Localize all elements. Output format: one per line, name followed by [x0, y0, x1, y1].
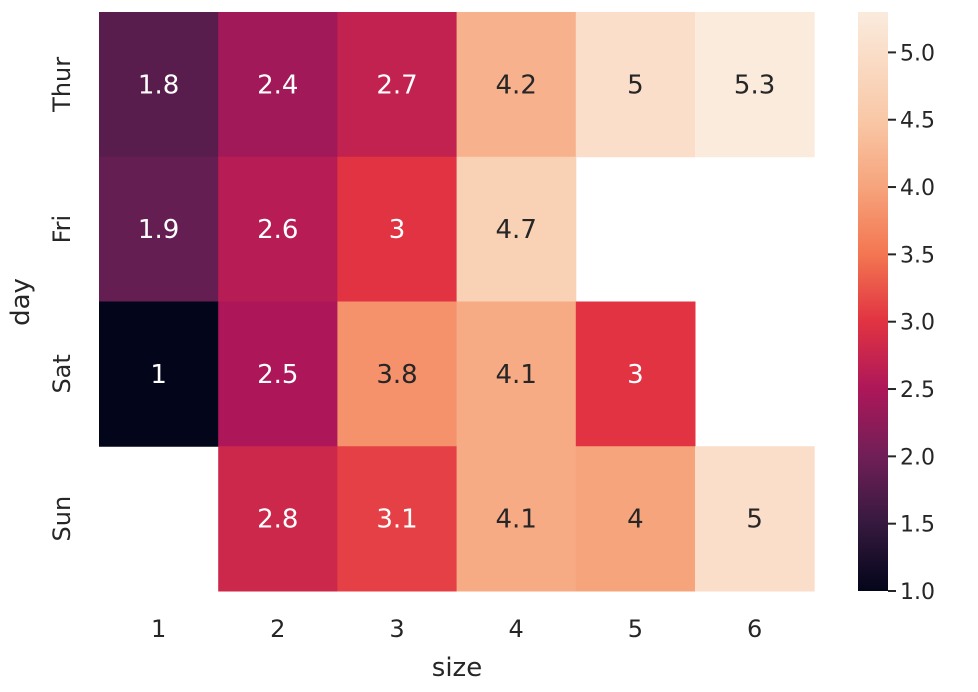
- heatmap-cell: [575, 12, 696, 158]
- heatmap-cell: [218, 446, 338, 592]
- cell-value-label: 4.7: [496, 215, 537, 245]
- heatmap-cell: [337, 12, 458, 158]
- heatmap-cell: [456, 446, 577, 592]
- cell-value-label: 2.8: [257, 505, 298, 535]
- y-tick-label: Fri: [48, 215, 76, 244]
- cell-value-label: 5.3: [734, 70, 775, 100]
- heatmap-cell: [218, 12, 338, 158]
- x-tick-label: 2: [270, 615, 285, 643]
- x-tick-label: 4: [509, 615, 524, 643]
- heatmap-cell: [695, 12, 815, 158]
- cell-value-label: 4.2: [496, 70, 537, 100]
- heatmap-cell: [456, 12, 577, 158]
- colorbar-gradient: [858, 12, 888, 591]
- cell-value-label: 5: [746, 505, 763, 535]
- colorbar-tick-label: 1.0: [900, 580, 935, 605]
- cell-value-label: 3.1: [376, 505, 417, 535]
- y-axis-label: day: [6, 278, 36, 326]
- cell-value-label: 4.1: [496, 360, 537, 390]
- cell-value-label: 1.9: [138, 215, 179, 245]
- cell-value-label: 3.8: [376, 360, 417, 390]
- heatmap-cell: [99, 301, 219, 447]
- heatmap-cell: [456, 301, 577, 447]
- x-axis-ticks: 1 2 3 4 5 6: [151, 615, 762, 643]
- colorbar-tick-label: 5.0: [900, 41, 935, 66]
- y-axis-ticks: Thur Fri Sat Sun: [48, 57, 76, 542]
- cell-value-label: 2.7: [376, 70, 417, 100]
- cell-value-label: 1: [150, 360, 167, 390]
- heatmap-cell: [456, 156, 577, 302]
- heatmap-cell: [337, 301, 458, 447]
- cell-value-label: 4: [627, 505, 644, 535]
- colorbar-tick-label: 4.5: [900, 109, 935, 134]
- cell-value-label: 1.8: [138, 70, 179, 100]
- heatmap-cell: [695, 446, 815, 592]
- x-tick-label: 1: [151, 615, 166, 643]
- heatmap-cell: [218, 156, 338, 302]
- x-axis-label: size: [432, 653, 482, 683]
- heatmap-cells: [99, 12, 815, 592]
- cell-value-label: 3: [627, 360, 644, 390]
- heatmap-cell: [99, 156, 219, 302]
- y-tick-label: Sun: [48, 496, 76, 542]
- x-tick-label: 3: [389, 615, 404, 643]
- colorbar-tick-label: 2.5: [900, 378, 935, 403]
- cell-value-label: 2.6: [257, 215, 298, 245]
- cell-value-label: 2.5: [257, 360, 298, 390]
- colorbar-tick-label: 2.0: [900, 445, 935, 470]
- heatmap-cell: [218, 301, 338, 447]
- colorbar-tick-label: 4.0: [900, 176, 935, 201]
- cell-value-label: 4.1: [496, 505, 537, 535]
- heatmap-cell: [337, 446, 458, 592]
- heatmap-cell-labels: 1.8 2.4 2.7 4.2 5 5.3 1.9 2.6 3 4.7 1 2.5 3.8 4.1 3 2.8…: [138, 70, 775, 534]
- colorbar-tick-label: 1.5: [900, 513, 935, 538]
- cell-value-label: 3: [389, 215, 406, 245]
- heatmap-cell: [99, 12, 219, 158]
- colorbar-tick-label: 3.0: [900, 311, 935, 336]
- x-tick-label: 5: [628, 615, 643, 643]
- heatmap-cell: [575, 301, 696, 447]
- cell-value-label: 2.4: [257, 70, 298, 100]
- colorbar: [858, 12, 888, 591]
- x-tick-label: 6: [747, 615, 762, 643]
- colorbar-tick-label: 3.5: [900, 243, 935, 268]
- heatmap-cell: [575, 446, 696, 592]
- y-tick-label: Sat: [48, 354, 76, 393]
- colorbar-ticks: 1.0 1.5 2.0 2.5 3.0 3.5 4.0 4.5 5.0: [888, 41, 935, 605]
- y-tick-label: Thur: [48, 57, 76, 113]
- heatmap-cell: [337, 156, 458, 302]
- cell-value-label: 5: [627, 70, 644, 100]
